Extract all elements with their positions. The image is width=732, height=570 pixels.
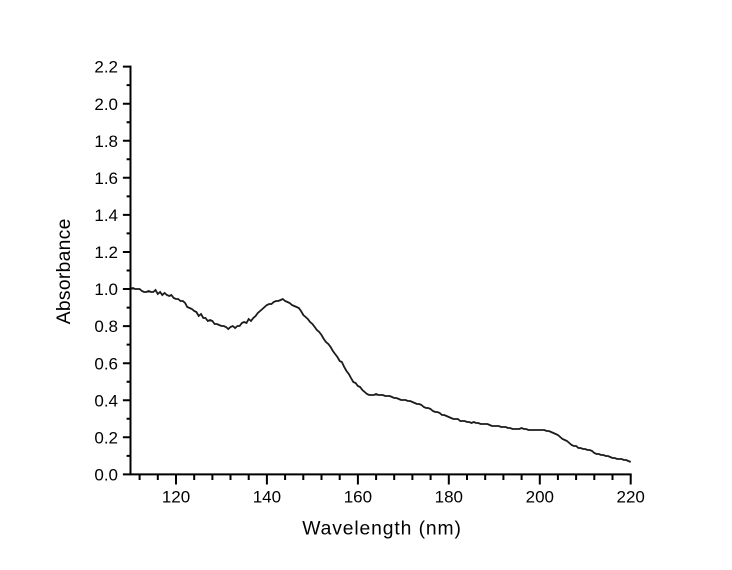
svg-text:1.6: 1.6 — [94, 169, 118, 188]
svg-text:0.2: 0.2 — [94, 428, 118, 447]
svg-text:1.2: 1.2 — [94, 243, 118, 262]
svg-text:2.2: 2.2 — [94, 58, 118, 77]
svg-text:160: 160 — [344, 487, 372, 506]
svg-text:2.0: 2.0 — [94, 95, 118, 114]
svg-text:0.0: 0.0 — [94, 466, 118, 485]
svg-text:Wavelength (nm): Wavelength (nm) — [302, 519, 462, 540]
svg-text:0.4: 0.4 — [94, 391, 118, 410]
svg-text:180: 180 — [435, 487, 463, 506]
svg-text:1.4: 1.4 — [94, 206, 118, 225]
svg-text:200: 200 — [526, 487, 554, 506]
svg-text:Absorbance: Absorbance — [54, 218, 75, 324]
svg-text:1.0: 1.0 — [94, 280, 118, 299]
svg-text:140: 140 — [253, 487, 281, 506]
svg-text:120: 120 — [162, 487, 190, 506]
svg-text:0.6: 0.6 — [94, 354, 118, 373]
svg-text:0.8: 0.8 — [94, 317, 118, 336]
svg-text:220: 220 — [617, 487, 645, 506]
svg-text:1.8: 1.8 — [94, 132, 118, 151]
